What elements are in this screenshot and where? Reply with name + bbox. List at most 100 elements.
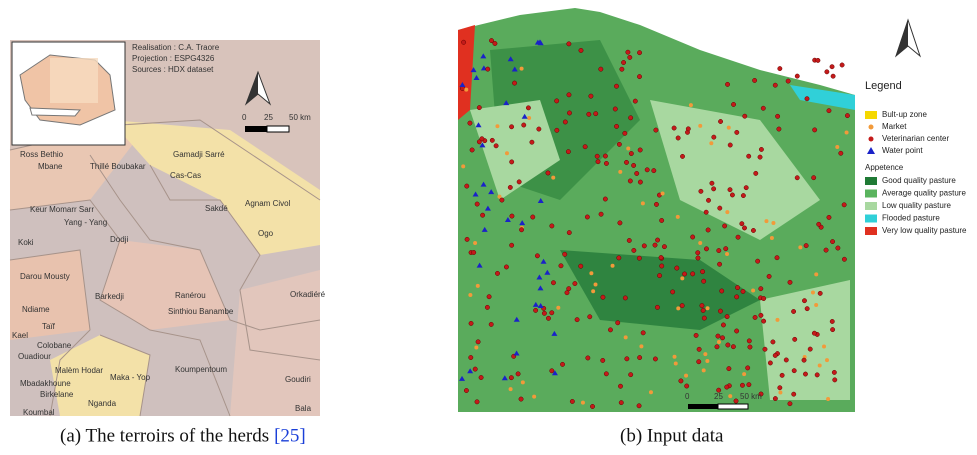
market xyxy=(775,318,779,322)
place-label: Sinthiou Banambe xyxy=(168,307,234,316)
place-label: Ouadiour xyxy=(18,352,51,361)
veterinarian-center xyxy=(596,159,600,163)
veterinarian-center xyxy=(480,137,484,141)
veterinarian-center xyxy=(741,193,745,197)
veterinarian-center xyxy=(546,316,550,320)
veterinarian-center xyxy=(594,111,598,115)
scale-label: 25 xyxy=(264,113,273,122)
veterinarian-center xyxy=(546,171,550,175)
veterinarian-center xyxy=(579,48,583,52)
veterinarian-center xyxy=(641,331,645,335)
place-label: Kael xyxy=(12,331,28,340)
veterinarian-center xyxy=(761,296,765,300)
veterinarian-center xyxy=(720,336,724,340)
veterinarian-center xyxy=(763,347,767,351)
place-label: Colobane xyxy=(37,341,72,350)
veterinarian-center xyxy=(599,67,603,71)
market xyxy=(505,151,509,155)
veterinarian-center xyxy=(817,222,821,226)
veterinarian-center xyxy=(842,203,846,207)
veterinarian-center xyxy=(722,224,726,228)
place-label: Ross Bethio xyxy=(20,150,64,159)
veterinarian-center xyxy=(560,362,564,366)
place-label: Sakdé xyxy=(205,204,228,213)
scale-bar xyxy=(245,126,267,132)
market xyxy=(639,344,643,348)
market xyxy=(728,394,732,398)
veterinarian-center xyxy=(831,74,835,78)
veterinarian-center xyxy=(701,308,705,312)
market xyxy=(814,272,818,276)
veterinarian-center xyxy=(652,168,656,172)
veterinarian-center xyxy=(595,154,599,158)
market xyxy=(520,67,524,71)
figure: LegendBult-up zoneMarketVeterinarian cen… xyxy=(0,0,977,455)
place-label: Ndiame xyxy=(22,305,50,314)
veterinarian-center xyxy=(475,400,479,404)
market xyxy=(551,176,555,180)
veterinarian-center xyxy=(653,243,657,247)
veterinarian-center xyxy=(670,290,674,294)
legend-symbol xyxy=(867,147,875,154)
market xyxy=(826,397,830,401)
veterinarian-center xyxy=(550,369,554,373)
market xyxy=(771,221,775,225)
place-label: Ranérou xyxy=(175,291,206,300)
veterinarian-center xyxy=(786,79,790,83)
veterinarian-center xyxy=(537,127,541,131)
scale-label: 25 xyxy=(714,392,723,401)
veterinarian-center xyxy=(682,272,686,276)
veterinarian-center xyxy=(812,331,816,335)
market xyxy=(742,372,746,376)
veterinarian-center xyxy=(637,355,641,359)
market xyxy=(468,293,472,297)
veterinarian-center xyxy=(604,161,608,165)
veterinarian-center xyxy=(512,81,516,85)
veterinarian-center xyxy=(791,309,795,313)
veterinarian-center xyxy=(734,399,738,403)
veterinarian-center xyxy=(579,264,583,268)
veterinarian-center xyxy=(522,123,526,127)
veterinarian-center xyxy=(638,148,642,152)
veterinarian-center xyxy=(477,105,481,109)
market xyxy=(674,361,678,365)
veterinarian-center xyxy=(731,344,735,348)
veterinarian-center xyxy=(590,404,594,408)
veterinarian-center xyxy=(614,84,618,88)
veterinarian-center xyxy=(780,373,784,377)
veterinarian-center xyxy=(824,248,828,252)
veterinarian-center xyxy=(747,154,751,158)
veterinarian-center xyxy=(686,127,690,131)
caption: (a) The terroirs of the herds xyxy=(60,425,269,446)
veterinarian-center xyxy=(628,179,632,183)
veterinarian-center xyxy=(493,41,497,45)
legend-swatch xyxy=(865,227,877,235)
veterinarian-center xyxy=(730,193,734,197)
place-label: Malèm Hodar xyxy=(55,366,103,375)
veterinarian-center xyxy=(792,392,796,396)
veterinarian-center xyxy=(724,246,728,250)
veterinarian-center xyxy=(655,238,659,242)
veterinarian-center xyxy=(550,311,554,315)
legend-label: Low quality pasture xyxy=(882,201,951,210)
scale-label: 50 km xyxy=(289,113,311,122)
place-label: Darou Mousty xyxy=(20,272,70,281)
veterinarian-center xyxy=(773,353,777,357)
market xyxy=(676,306,680,310)
veterinarian-center xyxy=(747,382,751,386)
veterinarian-center xyxy=(775,114,779,118)
veterinarian-center xyxy=(816,58,820,62)
veterinarian-center xyxy=(608,328,612,332)
veterinarian-center xyxy=(623,296,627,300)
place-label: Keur Momarr Sarr xyxy=(30,205,94,214)
veterinarian-center xyxy=(725,82,729,86)
veterinarian-center xyxy=(554,99,558,103)
veterinarian-center xyxy=(740,221,744,225)
veterinarian-center xyxy=(480,213,484,217)
veterinarian-center xyxy=(588,315,592,319)
veterinarian-center xyxy=(761,319,765,323)
market xyxy=(825,358,829,362)
place-label: Nganda xyxy=(88,399,117,408)
place-label: Maka - Yop xyxy=(110,373,151,382)
veterinarian-center xyxy=(700,303,704,307)
